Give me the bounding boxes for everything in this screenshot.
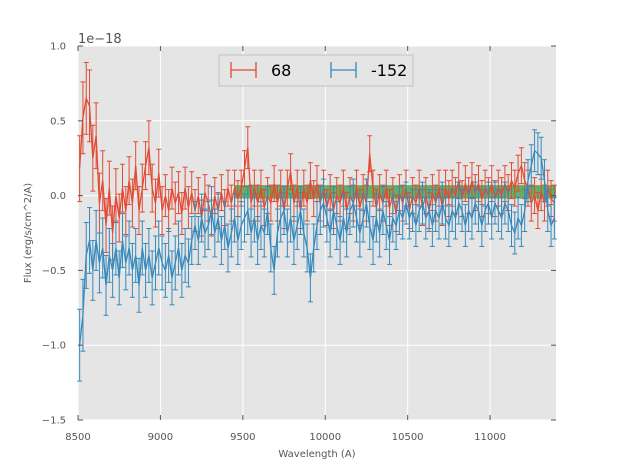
legend-label-neg152: -152: [371, 61, 407, 80]
series-68: [77, 61, 557, 261]
y-tick-label: −0.5: [42, 266, 66, 277]
legend-marker-neg152: [330, 62, 357, 78]
x-axis-label: Wavelength (A): [278, 449, 355, 460]
x-tick-label: 10000: [309, 432, 341, 443]
y-axis-label: Flux (erg/s/cm^2/A): [23, 183, 34, 283]
legend: 68 -152: [218, 54, 414, 87]
y-tick-label: −1.0: [42, 341, 66, 352]
y-tick-label: 0.5: [50, 116, 66, 127]
y-offset-label: 1e−18: [78, 32, 122, 47]
axis-ticks: 8500 9000 9500 10000 10500 11000 −1.5 −1.0 −0.5 0…: [42, 42, 556, 443]
legend-marker-68: [230, 62, 257, 78]
y-tick-label: 1.0: [50, 42, 66, 53]
x-tick-label: 9500: [230, 432, 255, 443]
y-tick-label: 0.0: [50, 191, 66, 202]
y-tick-label: −1.5: [42, 416, 66, 427]
x-tick-label: 8500: [65, 432, 90, 443]
legend-label-68: 68: [271, 61, 291, 80]
x-tick-label: 11000: [474, 432, 506, 443]
x-tick-label: 10500: [392, 432, 424, 443]
series-line--152: [78, 149, 555, 346]
x-tick-label: 9000: [148, 432, 173, 443]
